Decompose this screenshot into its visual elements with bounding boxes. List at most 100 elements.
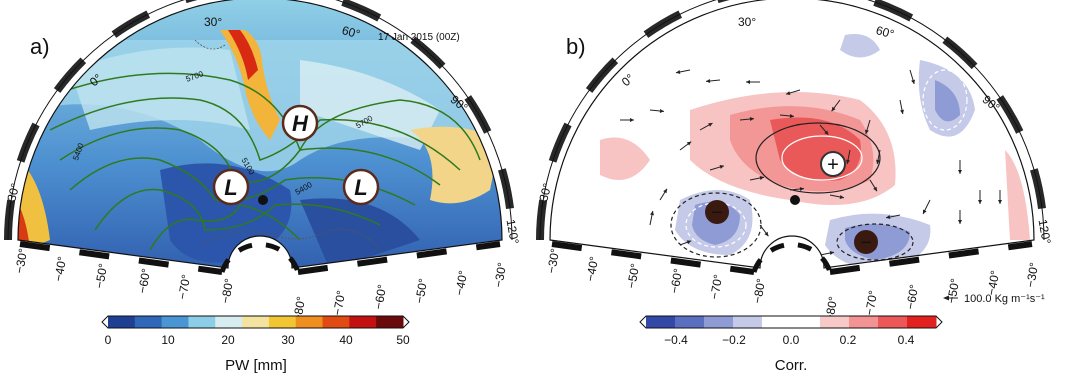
flux-vector-head xyxy=(650,211,654,216)
colorbar-segment xyxy=(188,316,216,328)
lat-label: −30° xyxy=(491,261,509,288)
flux-vector-head xyxy=(759,176,764,180)
low-marker: L xyxy=(342,168,380,206)
flux-vector-head xyxy=(829,251,834,255)
colorbar-tick: 20 xyxy=(221,333,235,347)
location-dot xyxy=(258,195,268,205)
svg-text:L: L xyxy=(354,175,367,200)
flux-vector-head xyxy=(923,209,927,214)
colorbar-a: 0 10 20 30 40 50 PW [mm] xyxy=(101,315,410,374)
colorbar-segment xyxy=(295,316,324,328)
svg-text:−: − xyxy=(711,202,723,224)
location-dot xyxy=(790,195,800,205)
lat-label: −60° xyxy=(135,267,153,294)
colorbar-title: PW [mm] xyxy=(225,357,287,374)
lat-label: −70° xyxy=(707,273,725,300)
lat-label: −40° xyxy=(51,255,69,282)
panel-b-label: b) xyxy=(566,34,586,59)
flux-vector-head xyxy=(873,186,877,192)
flux-vector-head xyxy=(831,106,836,112)
lat-label: −40° xyxy=(583,255,601,282)
flux-vector-head xyxy=(686,240,692,245)
colorbar-tick: 0 xyxy=(105,333,112,347)
lat-label: −70° xyxy=(175,273,193,300)
coastline xyxy=(194,39,381,251)
lon-label: −30° xyxy=(535,182,555,210)
colorbar-tick: 40 xyxy=(339,333,353,347)
lon-label: 60° xyxy=(874,23,895,41)
flux-vector-head xyxy=(659,109,664,113)
lon-label: 60° xyxy=(340,23,361,41)
colorbar-segment xyxy=(268,316,297,328)
colorbar-segment xyxy=(791,316,821,328)
colorbar-segment xyxy=(646,316,676,328)
flux-vector-head xyxy=(998,200,1002,204)
flux-vector xyxy=(789,239,805,244)
flux-vector-head xyxy=(824,130,829,135)
flux-vector-head xyxy=(865,129,869,134)
lat-label: −50° xyxy=(624,262,642,289)
colorbar-segment xyxy=(675,316,705,328)
lat-label: −80° xyxy=(218,277,236,304)
colorbar-segment xyxy=(242,316,270,328)
lat-label: −80° xyxy=(750,277,768,304)
colorbar-segment xyxy=(849,316,879,328)
flux-vector-head xyxy=(839,195,844,199)
lat-labels-left: −30° −40° −50° −60° −70° −80° xyxy=(12,247,236,304)
flux-vector-head xyxy=(789,114,794,118)
positive-marker: + xyxy=(820,151,846,177)
lon-label: 120° xyxy=(504,218,522,245)
colorbar-tick: 50 xyxy=(396,333,410,347)
colorbar-tick: −0.2 xyxy=(722,333,746,347)
colorbar-segment xyxy=(762,316,792,328)
flux-vector-head xyxy=(886,215,891,219)
colorbar-segment xyxy=(161,316,189,328)
lat-label: −30° xyxy=(12,247,30,274)
colorbar-segment xyxy=(108,316,136,328)
lon-label: 30° xyxy=(204,15,222,29)
panel-b: b) 30° 60° 0° 90° −30° 120° −30° −40° −5… xyxy=(535,0,1054,374)
frame-a xyxy=(4,0,516,275)
lat-label: −60° xyxy=(667,267,685,294)
panel-a-label: a) xyxy=(30,34,50,59)
colorbar-tick: −0.4 xyxy=(664,333,688,347)
lon-label: −30° xyxy=(3,182,23,210)
flux-vector-head xyxy=(876,159,880,164)
svg-text:−: − xyxy=(860,232,872,254)
svg-text:H: H xyxy=(292,111,309,136)
lat-label: −50° xyxy=(92,262,110,289)
flux-vector-head xyxy=(706,79,711,83)
panel-a: a) 17 Jan 2015 (00Z) 30° 60° 0° 90° −30°… xyxy=(3,0,522,374)
colorbar-outline xyxy=(639,315,943,329)
colorbar-segment xyxy=(376,316,404,328)
colorbar-tick: 0.2 xyxy=(840,333,857,347)
negative-marker: − xyxy=(705,200,729,224)
lat-label: −60° xyxy=(903,283,921,310)
flux-vector-head xyxy=(663,188,667,194)
colorbar-outline xyxy=(101,315,410,329)
flux-vector-head xyxy=(911,79,915,84)
svg-text:L: L xyxy=(224,175,237,200)
colorbar-segment xyxy=(733,316,763,328)
flux-vector-head xyxy=(676,70,681,74)
lat-label: −50° xyxy=(412,277,430,304)
high-marker: H xyxy=(281,104,319,142)
colorbar-segment xyxy=(878,316,908,328)
lat-labels-left: −30° −40° −50° −60° −70° −80° xyxy=(544,247,768,304)
flux-vector-head xyxy=(746,80,750,84)
colorbar-tick: 0.4 xyxy=(898,333,915,347)
colorbar-tick: 0.0 xyxy=(783,333,800,347)
colorbar-tick: 30 xyxy=(281,333,295,347)
colorbar-tick: 10 xyxy=(161,333,175,347)
flux-vector-head xyxy=(630,118,634,122)
lat-label: −40° xyxy=(984,269,1002,296)
flux-vector-head xyxy=(958,220,962,224)
frame-b xyxy=(536,0,1048,275)
flux-vector-head xyxy=(846,159,850,164)
svg-text:+: + xyxy=(827,154,839,176)
lon-label: 30° xyxy=(738,15,756,29)
negative-marker: − xyxy=(854,230,878,254)
flux-vector-head xyxy=(958,170,962,174)
flux-vector-head xyxy=(978,200,982,204)
